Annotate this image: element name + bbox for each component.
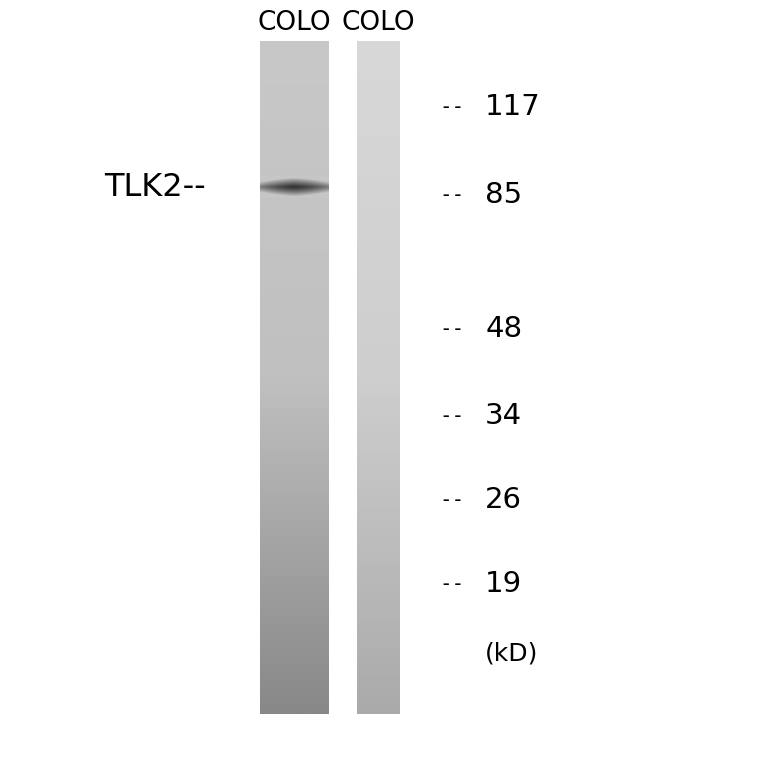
Text: COLO: COLO <box>342 10 415 36</box>
Text: --: -- <box>439 490 465 510</box>
Text: --: -- <box>439 185 465 205</box>
Text: --: -- <box>439 319 465 338</box>
Text: COLO: COLO <box>257 10 331 36</box>
Text: --: -- <box>439 575 465 594</box>
Text: 26: 26 <box>485 487 522 514</box>
Text: (kD): (kD) <box>485 641 539 665</box>
Text: TLK2--: TLK2-- <box>105 172 206 202</box>
Text: 85: 85 <box>485 181 523 209</box>
Text: 117: 117 <box>485 93 541 121</box>
Text: 19: 19 <box>485 571 523 598</box>
Text: 34: 34 <box>485 403 523 430</box>
Text: --: -- <box>439 97 465 117</box>
Text: 48: 48 <box>485 315 523 342</box>
Text: --: -- <box>439 406 465 426</box>
